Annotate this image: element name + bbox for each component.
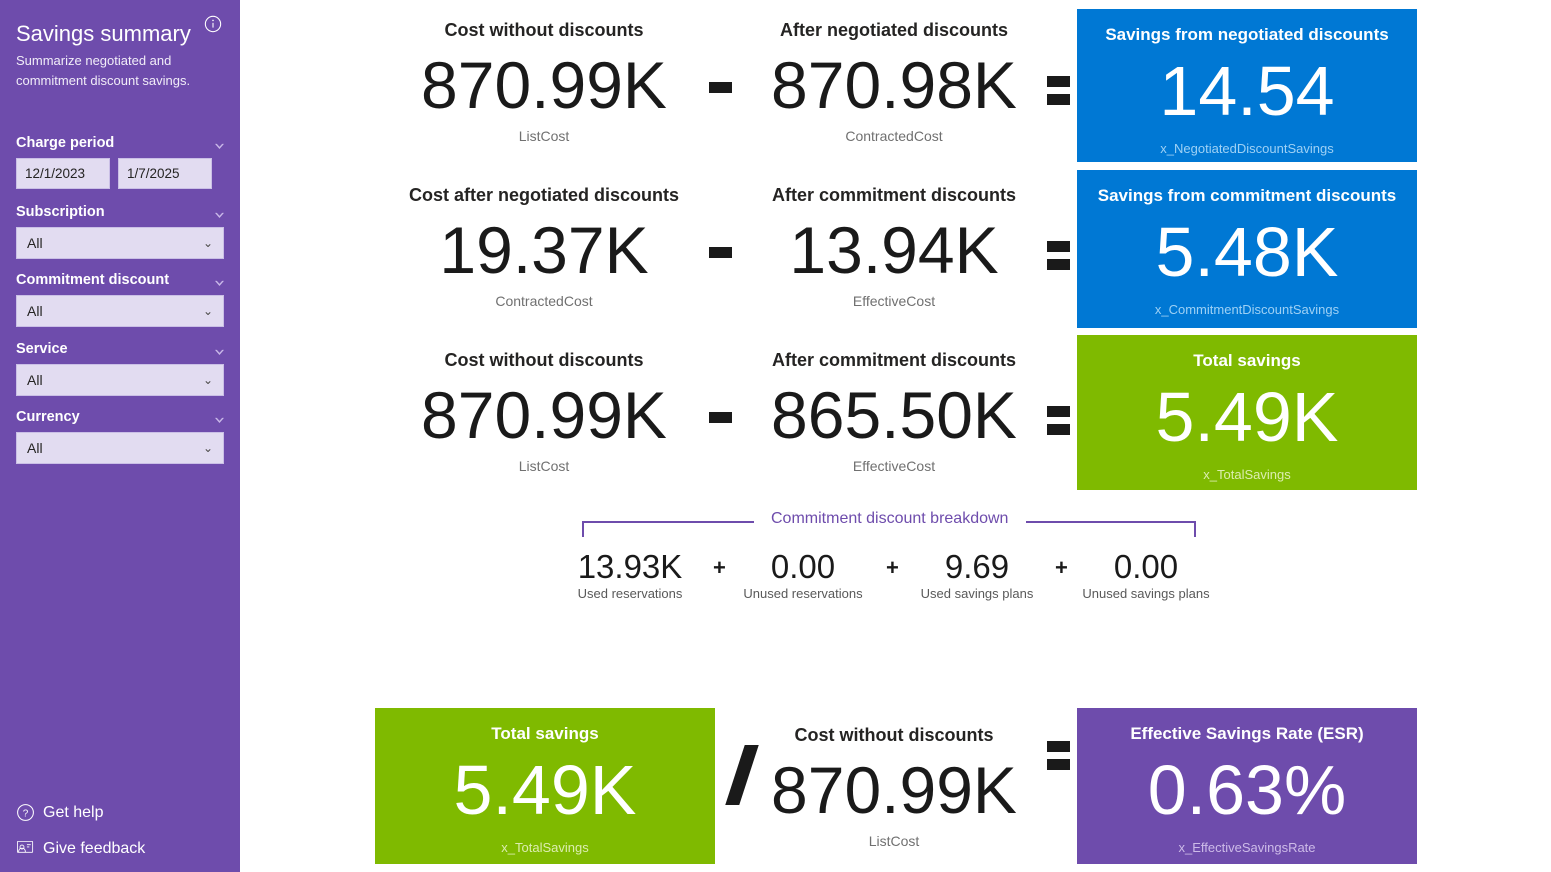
svg-text:?: ? [23,808,29,819]
